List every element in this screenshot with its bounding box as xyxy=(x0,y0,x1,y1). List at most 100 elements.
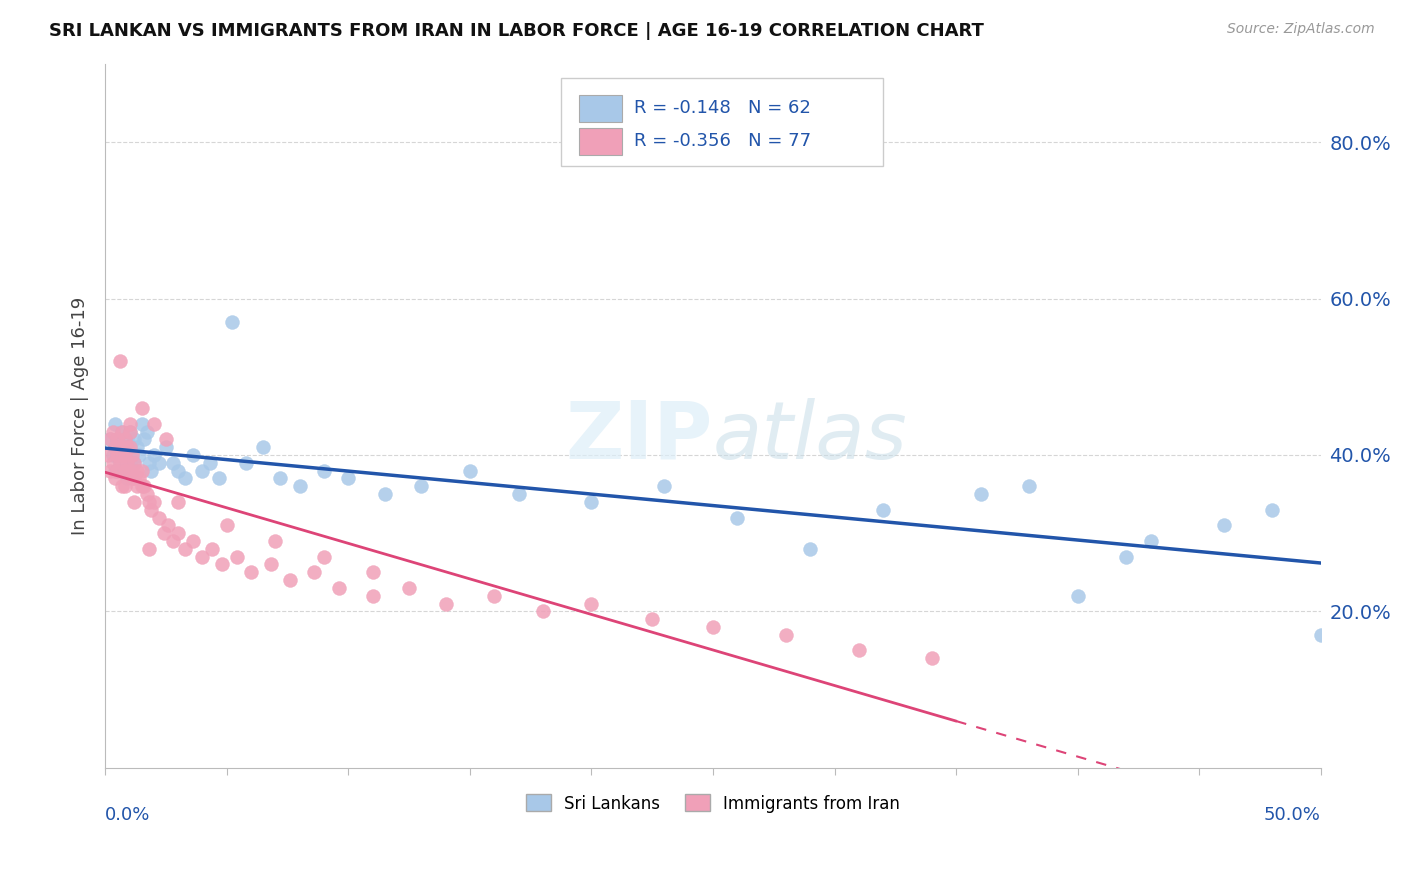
Point xyxy=(152,526,174,541)
Point xyxy=(114,448,136,462)
Point xyxy=(148,456,170,470)
Point xyxy=(155,433,177,447)
Point xyxy=(191,464,214,478)
Point xyxy=(108,456,131,470)
FancyBboxPatch shape xyxy=(579,128,621,155)
Point xyxy=(304,566,326,580)
Text: SRI LANKAN VS IMMIGRANTS FROM IRAN IN LABOR FORCE | AGE 16-19 CORRELATION CHART: SRI LANKAN VS IMMIGRANTS FROM IRAN IN LA… xyxy=(49,22,984,40)
Point xyxy=(101,448,124,462)
Point xyxy=(508,487,530,501)
Point xyxy=(114,479,136,493)
Point xyxy=(125,440,148,454)
Point xyxy=(278,573,301,587)
Point xyxy=(141,464,163,478)
Point xyxy=(114,433,136,447)
Y-axis label: In Labor Force | Age 16-19: In Labor Force | Age 16-19 xyxy=(72,297,89,535)
Point xyxy=(108,440,131,454)
Point xyxy=(240,566,263,580)
Point xyxy=(138,456,160,470)
Point xyxy=(531,604,554,618)
Point xyxy=(201,541,224,556)
Point xyxy=(921,651,943,665)
Point xyxy=(235,456,257,470)
Point xyxy=(105,433,128,447)
Point xyxy=(101,456,124,470)
Point xyxy=(181,448,204,462)
Point xyxy=(725,510,748,524)
Text: Source: ZipAtlas.com: Source: ZipAtlas.com xyxy=(1227,22,1375,37)
Point xyxy=(312,464,335,478)
Point xyxy=(118,417,141,431)
Point xyxy=(167,464,190,478)
Point xyxy=(142,448,165,462)
Point xyxy=(121,448,143,462)
Point xyxy=(131,479,153,493)
Point xyxy=(252,440,274,454)
Point xyxy=(702,620,724,634)
Point xyxy=(198,456,221,470)
Point xyxy=(167,495,190,509)
Text: 50.0%: 50.0% xyxy=(1264,806,1320,824)
Point xyxy=(111,425,134,439)
Point xyxy=(118,425,141,439)
Point xyxy=(181,533,204,548)
Point xyxy=(872,502,894,516)
Point xyxy=(374,487,396,501)
Point xyxy=(98,464,121,478)
Point xyxy=(1018,479,1040,493)
Point xyxy=(118,425,141,439)
Point xyxy=(264,533,287,548)
Point xyxy=(641,612,664,626)
Point xyxy=(131,417,153,431)
Point xyxy=(259,558,281,572)
Point xyxy=(215,518,238,533)
Point xyxy=(121,448,143,462)
Point xyxy=(167,526,190,541)
Point xyxy=(654,479,676,493)
Point xyxy=(124,495,146,509)
Point xyxy=(131,401,153,415)
Point xyxy=(411,479,433,493)
Point xyxy=(288,479,311,493)
Point xyxy=(114,464,136,478)
Point xyxy=(581,597,603,611)
Point xyxy=(108,456,131,470)
Text: atlas: atlas xyxy=(713,398,908,476)
Point xyxy=(148,510,170,524)
Point xyxy=(118,456,141,470)
Point xyxy=(135,487,157,501)
Point xyxy=(1115,549,1137,564)
Point xyxy=(114,448,136,462)
Point xyxy=(98,433,121,447)
Point xyxy=(211,558,233,572)
Point xyxy=(157,518,180,533)
Point xyxy=(361,589,384,603)
Point xyxy=(115,433,138,447)
Point xyxy=(115,456,138,470)
Point xyxy=(132,433,155,447)
Point xyxy=(141,502,163,516)
Text: ZIP: ZIP xyxy=(565,398,713,476)
Point xyxy=(105,448,128,462)
Point xyxy=(124,433,146,447)
Point xyxy=(111,425,134,439)
Point xyxy=(162,533,184,548)
Point xyxy=(969,487,991,501)
Point xyxy=(1261,502,1284,516)
Point xyxy=(162,456,184,470)
Point xyxy=(105,464,128,478)
Point xyxy=(104,440,127,454)
Point xyxy=(124,471,146,485)
Point xyxy=(434,597,457,611)
Legend: Sri Lankans, Immigrants from Iran: Sri Lankans, Immigrants from Iran xyxy=(519,788,907,819)
Point xyxy=(337,471,360,485)
Point xyxy=(775,628,797,642)
Point xyxy=(128,471,150,485)
Point xyxy=(105,433,128,447)
Point xyxy=(155,440,177,454)
Point xyxy=(848,643,870,657)
Point xyxy=(114,440,136,454)
Point xyxy=(581,495,603,509)
Text: R = -0.356   N = 77: R = -0.356 N = 77 xyxy=(634,132,811,151)
Point xyxy=(104,464,127,478)
